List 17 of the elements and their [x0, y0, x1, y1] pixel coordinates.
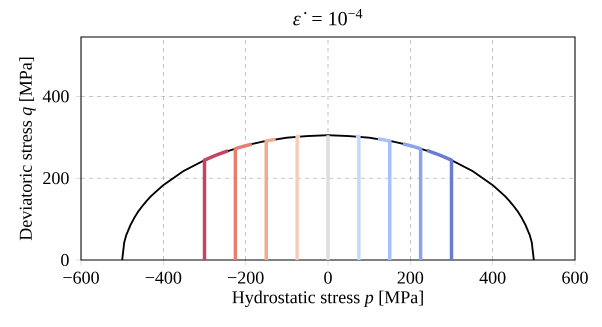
- x-tick-label: −400: [146, 272, 182, 284]
- x-tick-label: 600: [562, 272, 588, 284]
- y-tick-label: 400: [42, 90, 69, 102]
- chart-title: ε̇ = 10$^{−4}$: [293, 9, 362, 26]
- y-axis-title: Deviatoric stress q [MPa]: [19, 58, 36, 240]
- x-tick-label: 0: [324, 272, 332, 284]
- y-tick-label: 0: [61, 254, 69, 266]
- line-series: [401, 142, 422, 260]
- line-series: [202, 149, 230, 260]
- x-axis-title: Hydrostatic stress p [MPa]: [232, 290, 423, 308]
- x-tick-label: 400: [480, 272, 506, 284]
- x-tick-label: 200: [398, 272, 424, 284]
- x-tick-label: −200: [228, 272, 264, 284]
- line-series: [234, 142, 254, 260]
- line-series: [425, 148, 454, 260]
- x-tick-label: −600: [63, 272, 99, 284]
- y-tick-label: 200: [43, 172, 69, 184]
